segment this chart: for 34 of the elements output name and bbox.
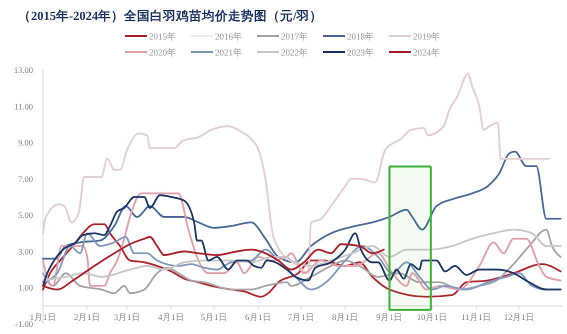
legend-label: 2018年 [347,32,374,42]
legend-label: 2017年 [281,32,308,42]
y-tick-label: 1.00 [18,282,33,293]
legend-label: 2016年 [215,32,242,42]
x-tick-label: 8月1日 [332,312,359,322]
y-tick-label: 9.00 [18,138,33,148]
line-series [42,72,550,274]
y-tick-label: 13.00 [14,65,33,75]
line-series [42,228,562,282]
y-tick-label: 7.00 [18,174,33,184]
x-tick-label: 7月1日 [288,312,314,322]
legend-label: 2020年 [149,48,176,58]
legend-label: 2023年 [347,48,374,58]
x-tick-label: 12月1日 [504,312,535,322]
chart-title: （2015年-2024年）全国白羽鸡苗均价走势图（元/羽） [18,8,323,23]
x-tick-label: 9月1日 [376,312,403,322]
y-tick-label: 3.00 [18,246,33,256]
x-tick-label: 3月1日 [114,312,140,322]
y-tick-label: 5.00 [18,210,33,220]
line-series [42,150,562,264]
x-tick-label: 5月1日 [200,312,228,322]
y-tick-label: -1.00 [15,319,33,329]
x-tick-label: 2月1日 [74,312,100,322]
x-tick-label: 6月1日 [245,312,272,322]
legend-label: 2022年 [281,48,308,58]
legend-label: 2021年 [215,48,242,58]
x-tick-label: 1月1日 [30,312,56,322]
x-tick-label: 11月1日 [461,312,492,322]
x-tick-label: 10月1日 [416,312,448,322]
legend-label: 2019年 [413,32,440,42]
x-tick-label: 4月1日 [158,312,185,322]
legend-label: 2024年 [413,48,440,58]
y-tick-label: 11.00 [14,101,33,112]
legend-label: 2015年 [149,32,176,42]
